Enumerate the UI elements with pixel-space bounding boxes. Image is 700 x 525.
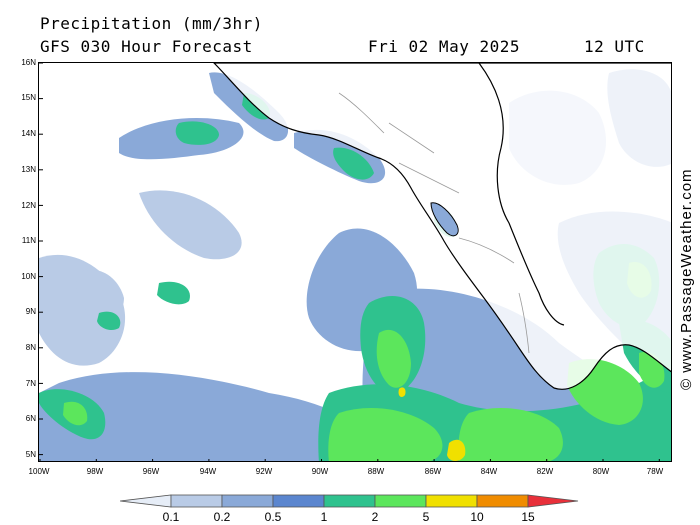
precip-blob bbox=[333, 147, 374, 180]
lon-label: 96W bbox=[142, 467, 160, 476]
map-title: Precipitation (mm/3hr) bbox=[40, 14, 263, 33]
lon-label: 88W bbox=[367, 467, 385, 476]
lon-label: 94W bbox=[199, 467, 217, 476]
lon-label: 100W bbox=[28, 467, 50, 476]
forecast-time: 12 UTC bbox=[584, 37, 645, 56]
lon-label: 82W bbox=[536, 467, 554, 476]
lat-label: 14N bbox=[21, 129, 36, 138]
intense-precip-spots bbox=[398, 387, 466, 461]
coastlines bbox=[213, 63, 671, 390]
precip-blob bbox=[157, 281, 190, 305]
map-canvas bbox=[39, 63, 671, 461]
colorbar-arrow-high bbox=[527, 494, 579, 508]
copyright-watermark: © www.PassageWeather.com bbox=[678, 168, 695, 390]
precip-blob bbox=[328, 408, 443, 461]
precip-blob bbox=[63, 401, 88, 426]
lat-label: 16N bbox=[21, 58, 36, 67]
lat-label: 15N bbox=[21, 93, 36, 102]
precip-blob bbox=[39, 372, 388, 461]
forecast-subtitle: GFS 030 Hour Forecast bbox=[40, 37, 253, 56]
lat-label: 10N bbox=[21, 272, 36, 281]
precip-color-scale bbox=[120, 494, 579, 508]
legend-label: 0.2 bbox=[213, 510, 231, 524]
legend-label: 5 bbox=[422, 510, 430, 524]
country-border bbox=[338, 92, 530, 354]
lat-label: 11N bbox=[21, 236, 36, 245]
lon-label: 84W bbox=[480, 467, 498, 476]
lake-nicaragua bbox=[430, 202, 459, 237]
country-borders bbox=[338, 92, 530, 354]
lat-label: 9N bbox=[25, 307, 36, 316]
lat-label: 7N bbox=[25, 379, 36, 388]
forecast-date: Fri 02 May 2025 bbox=[368, 37, 520, 56]
legend-label: 10 bbox=[470, 510, 484, 524]
legend-label: 1 bbox=[320, 510, 328, 524]
caribbean-coast bbox=[478, 63, 565, 326]
colorbar-segment bbox=[323, 494, 376, 508]
precip-blob bbox=[76, 269, 124, 319]
colorbar-segment bbox=[170, 494, 223, 508]
precip-blob bbox=[97, 311, 121, 331]
colorbar-arrow-low bbox=[120, 494, 172, 508]
lat-label: 6N bbox=[25, 414, 36, 423]
legend-label: 15 bbox=[521, 510, 535, 524]
precip-blob bbox=[447, 439, 466, 461]
lon-label: 90W bbox=[311, 467, 329, 476]
lon-label: 98W bbox=[86, 467, 104, 476]
grid-ticks bbox=[39, 63, 660, 461]
colorbar-segment bbox=[221, 494, 274, 508]
colorbar-segment bbox=[374, 494, 427, 508]
precip-blob bbox=[175, 121, 219, 145]
precipitation-map bbox=[38, 62, 672, 462]
precip-blob bbox=[376, 329, 411, 388]
legend-label: 0.5 bbox=[264, 510, 282, 524]
colorbar-segment bbox=[272, 494, 325, 508]
lat-label: 8N bbox=[25, 343, 36, 352]
colorbar-segment bbox=[476, 494, 529, 508]
legend-label: 2 bbox=[371, 510, 379, 524]
precip-blob bbox=[458, 408, 563, 461]
legend-label: 0.1 bbox=[162, 510, 180, 524]
lon-label: 80W bbox=[592, 467, 610, 476]
precip-blob bbox=[139, 190, 242, 260]
precip-blob bbox=[398, 387, 406, 397]
lat-label: 12N bbox=[21, 201, 36, 210]
lat-label: 13N bbox=[21, 165, 36, 174]
lon-label: 86W bbox=[424, 467, 442, 476]
colorbar-segment bbox=[425, 494, 478, 508]
lat-label: 5N bbox=[25, 450, 36, 459]
lon-label: 78W bbox=[646, 467, 664, 476]
lon-label: 92W bbox=[255, 467, 273, 476]
